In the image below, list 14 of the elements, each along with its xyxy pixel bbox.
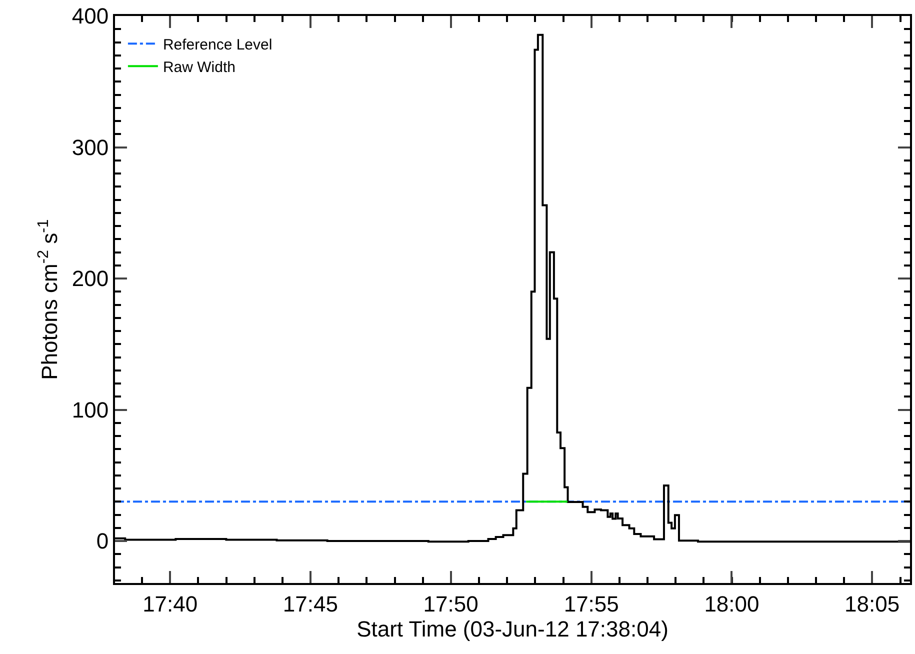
- x-tick-label: 18:05: [844, 591, 900, 616]
- x-tick-label: 17:40: [142, 591, 198, 616]
- x-tick-label: 17:45: [282, 591, 338, 616]
- legend-label: Raw Width: [162, 58, 236, 76]
- x-axis-title: Start Time (03-Jun-12 17:38:04): [356, 616, 668, 642]
- x-tick-label: 18:00: [704, 591, 760, 616]
- legend-label: Reference Level: [162, 36, 272, 54]
- y-tick-label: 400: [72, 4, 109, 29]
- y-tick-label: 300: [72, 134, 109, 160]
- x-tick-label: 17:55: [564, 591, 619, 616]
- y-tick-label: 100: [72, 397, 109, 422]
- y-tick-label: 200: [72, 266, 109, 292]
- x-tick-label: 17:50: [423, 591, 478, 616]
- y-tick-label: 0: [96, 528, 109, 554]
